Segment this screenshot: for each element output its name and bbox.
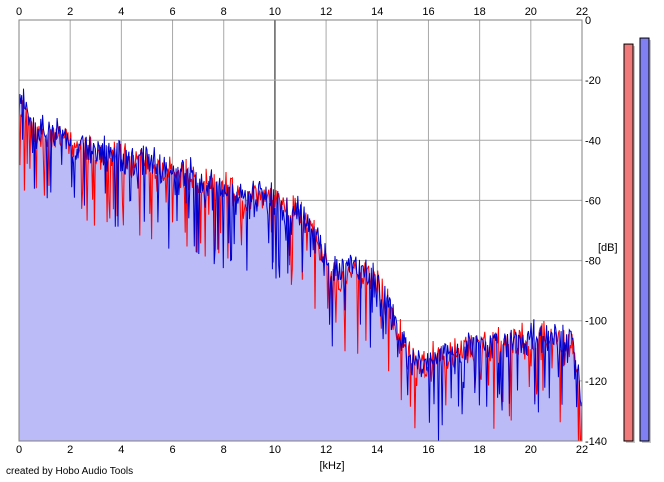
y-tick-label: -20 [585, 75, 601, 87]
y-tick-label: -40 [585, 135, 601, 147]
plot-border [18, 19, 583, 442]
x-tick-label-bottom: 6 [169, 444, 175, 456]
x-tick-label-top: 0 [16, 6, 22, 18]
spectrum-lines [18, 88, 583, 442]
y-axis-ticks: 0 -20 -40 -60 -80 -100 -120 -140 [585, 15, 607, 448]
x-tick-label-bottom: 12 [320, 444, 332, 456]
left-channel-peak-meter [623, 43, 634, 442]
y-axis-label: [dB] [598, 242, 618, 254]
x-tick-label-bottom: 0 [16, 444, 22, 456]
plot-frame [18, 19, 583, 442]
y-tick-label: 0 [585, 15, 591, 27]
x-tick-label-top: 4 [118, 6, 124, 18]
y-tick-label: -60 [585, 195, 601, 207]
level-meters [623, 37, 651, 444]
x-tick-label-top: 14 [371, 6, 383, 18]
x-tick-label-bottom: 22 [576, 444, 588, 456]
x-tick-label-bottom: 2 [67, 444, 73, 456]
x-tick-label-top: 20 [525, 6, 537, 18]
x-tick-label-bottom: 16 [422, 444, 434, 456]
x-tick-label-top: 18 [474, 6, 486, 18]
x-tick-label-top: 10 [269, 6, 281, 18]
x-tick-label-top: 6 [169, 6, 175, 18]
y-tick-label: -100 [585, 316, 607, 328]
right-channel-peak-meter [639, 37, 650, 442]
x-tick-label-top: 8 [221, 6, 227, 18]
x-tick-label-bottom: 18 [474, 444, 486, 456]
x-tick-label-bottom: 8 [221, 444, 227, 456]
x-tick-label-bottom: 4 [118, 444, 124, 456]
credit-text: created by Hobo Audio Tools [6, 466, 133, 477]
x-tick-label-bottom: 20 [525, 444, 537, 456]
x-tick-label-top: 12 [320, 6, 332, 18]
x-axis-label: [kHz] [319, 460, 344, 472]
right-channel-line [18, 88, 583, 442]
y-tick-label: -80 [585, 256, 601, 268]
x-tick-label-bottom: 10 [269, 444, 281, 456]
left-channel-line [18, 98, 583, 442]
x-tick-label-top: 22 [576, 6, 588, 18]
x-tick-label-top: 2 [67, 6, 73, 18]
x-tick-label-top: 16 [422, 6, 434, 18]
x-tick-label-bottom: 14 [371, 444, 383, 456]
y-tick-label: -140 [585, 436, 607, 448]
y-tick-label: -120 [585, 376, 607, 388]
